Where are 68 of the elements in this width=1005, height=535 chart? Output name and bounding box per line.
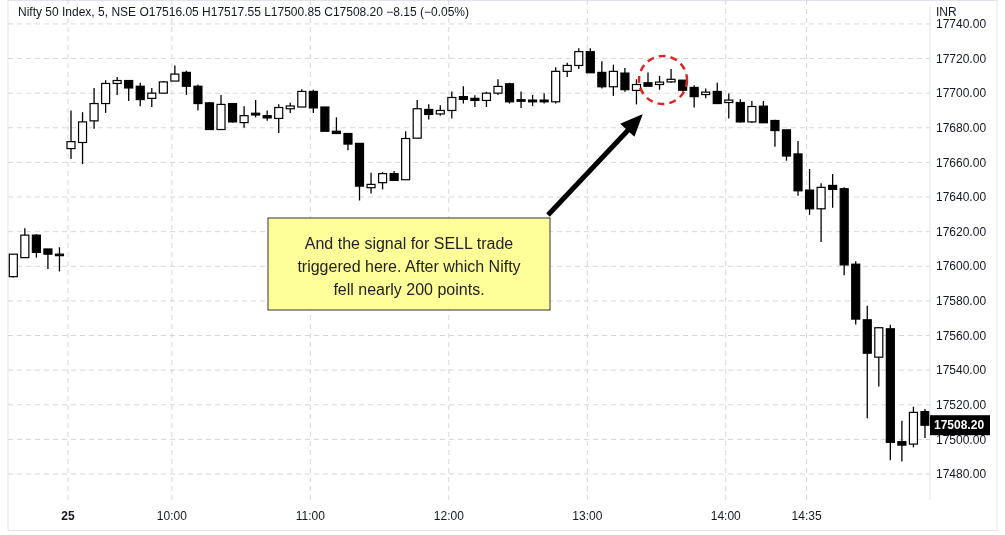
candlestick: [747, 100, 757, 124]
candlestick: [897, 420, 907, 463]
candlestick: [89, 87, 99, 130]
x-tick-label: 10:00: [156, 509, 188, 523]
candlestick: [181, 70, 191, 96]
candlestick: [666, 68, 676, 84]
y-tick-label: 17700.00: [936, 86, 987, 101]
x-tick-label: 12:00: [433, 509, 465, 523]
y-tick-label: 17600.00: [936, 259, 987, 274]
candlestick: [8, 253, 18, 279]
candlestick: [227, 102, 238, 124]
candlestick: [597, 60, 607, 90]
x-tick-label: 13:00: [572, 509, 603, 523]
candlestick: [539, 92, 549, 105]
candlestick: [712, 82, 722, 105]
y-tick-label: 17620.00: [936, 224, 987, 239]
candlestick: [20, 227, 30, 259]
candlestick: [112, 76, 122, 96]
candlestick: [828, 173, 838, 209]
candlestick: [516, 90, 526, 109]
y-tick-label: 17660.00: [936, 155, 987, 170]
candlestick: [124, 79, 134, 102]
candlestick: [66, 109, 76, 160]
candlestick: [43, 248, 53, 270]
candlestick: [643, 71, 653, 87]
y-tick-label: 17500.00: [936, 432, 987, 447]
y-tick-label: 17580.00: [936, 294, 987, 309]
y-tick-label: 17520.00: [936, 397, 987, 412]
candlestick: [470, 94, 480, 108]
y-axis-title: INR: [936, 5, 957, 19]
candlestick: [193, 83, 203, 112]
y-tick-label: 17720.00: [936, 51, 987, 66]
candlestick: [447, 90, 457, 120]
annotation: And the signal for SELL trade triggered here. After which Nifty fell nearly 200 points.: [297, 235, 521, 298]
y-tick-label: 17560.00: [936, 328, 987, 343]
candlestick: [274, 103, 284, 134]
candlestick: [366, 172, 376, 195]
candlestick: [620, 67, 630, 93]
candlestick: [585, 47, 595, 74]
candlestick: [758, 100, 768, 124]
candlestick: [574, 47, 584, 70]
candlestick: [147, 87, 157, 108]
y-tick-label: 17480.00: [936, 467, 987, 482]
candlestick: [816, 182, 826, 243]
candlestick: [920, 408, 930, 439]
candlestick: [631, 78, 642, 106]
candlestick: [239, 105, 249, 129]
candlestick: [724, 92, 734, 120]
text: 17508.20: [934, 418, 985, 433]
candlestick: [77, 111, 88, 165]
candlestick: [804, 168, 815, 216]
x-tick-label: 14:35: [791, 509, 822, 523]
candlestick: [689, 84, 699, 109]
candlestick: [608, 64, 618, 97]
x-tick-label: 14:00: [710, 509, 742, 523]
candlestick: [770, 119, 780, 148]
y-tick-label: 17540.00: [936, 363, 987, 378]
candlestick: [308, 89, 318, 114]
y-tick-label: 17640.00: [936, 190, 987, 205]
candlestick: [101, 79, 111, 114]
y-tick-label: 17740.00: [936, 17, 987, 32]
candlestick: [735, 98, 745, 124]
candlestick: [31, 233, 41, 259]
chart-title: Nifty 50 Index, 5, NSE O17516.05 H17517.55 L17500.85 C17508.20 −8.15 (−0.05%): [18, 5, 469, 19]
y-tick-label: 17680.00: [936, 120, 987, 135]
candlestick: [135, 82, 145, 107]
x-tick-label: 25: [61, 509, 75, 523]
x-tick-label: 11:00: [295, 509, 326, 523]
